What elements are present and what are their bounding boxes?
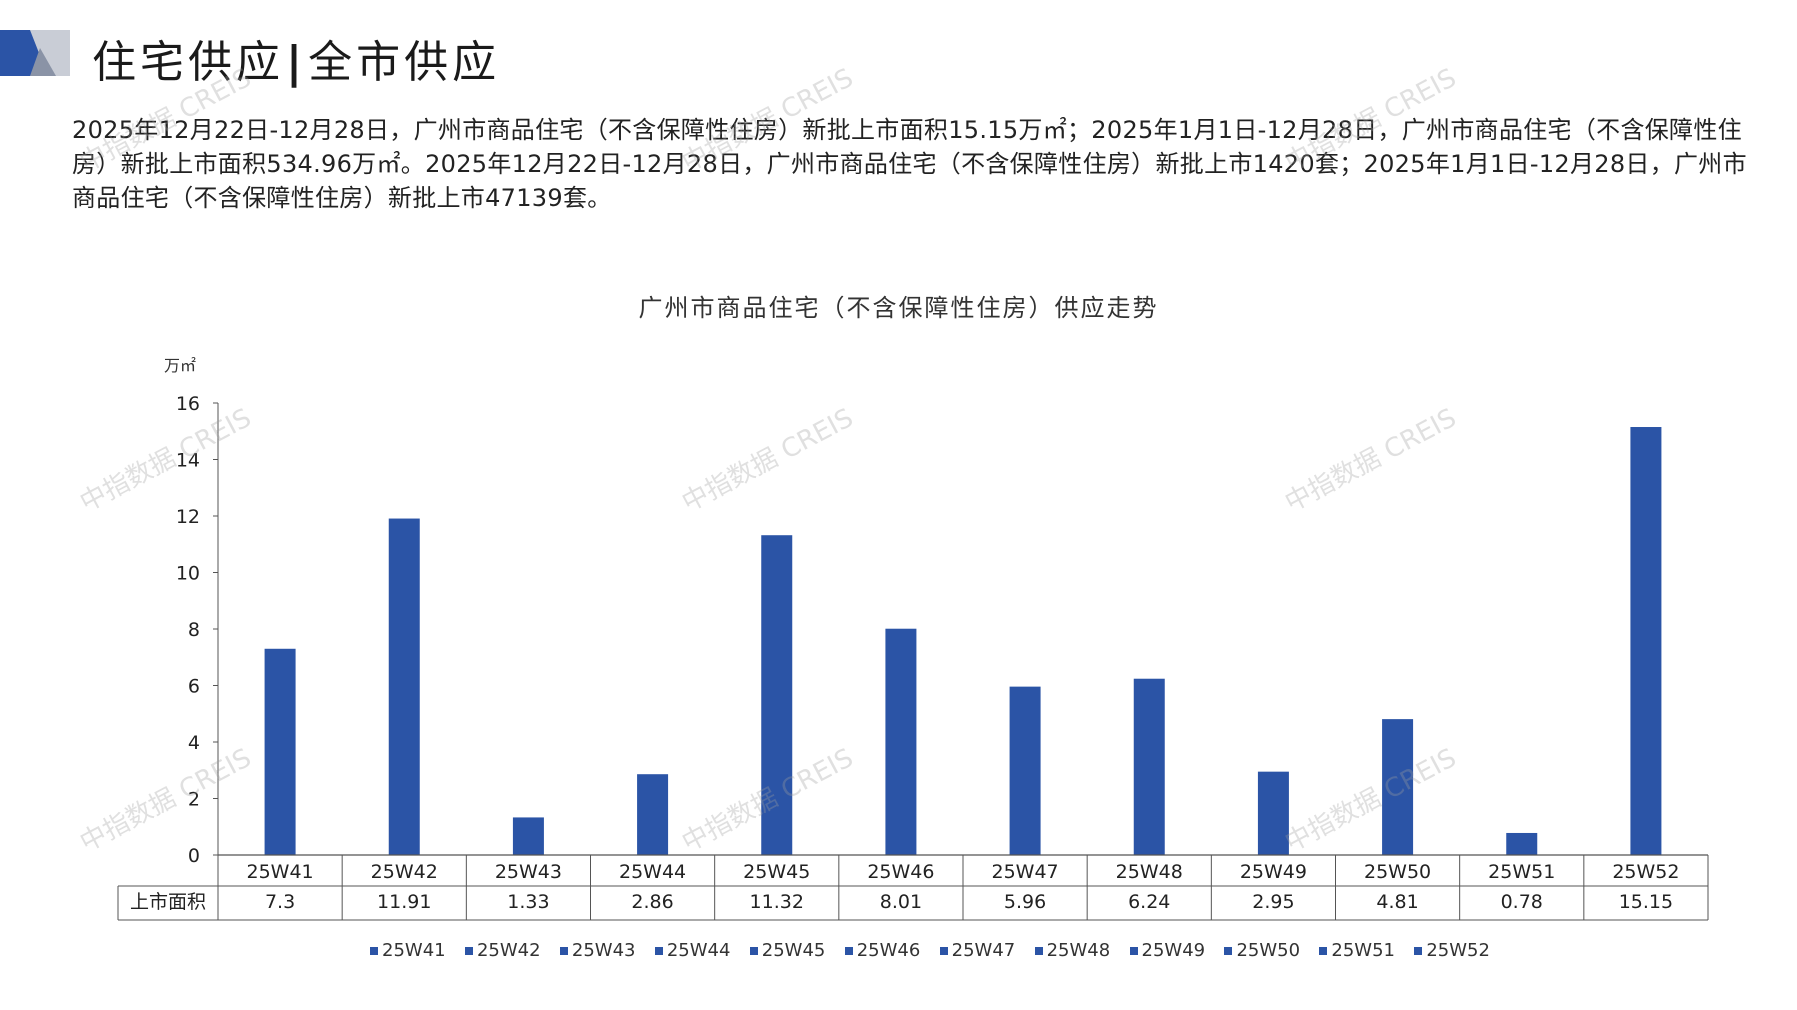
category-label: 25W42 xyxy=(371,861,438,883)
y-tick-label: 16 xyxy=(176,393,200,415)
data-label: 2.86 xyxy=(631,891,673,913)
legend-item: 25W47 xyxy=(939,940,1016,961)
data-label: 6.24 xyxy=(1128,891,1170,913)
y-tick-label: 4 xyxy=(188,732,200,754)
legend-swatch xyxy=(654,946,663,955)
legend-label: 25W49 xyxy=(1141,940,1206,961)
legend-swatch xyxy=(370,946,378,955)
y-tick-label: 12 xyxy=(176,506,200,528)
legend-swatch xyxy=(1319,946,1328,955)
legend-label: 25W46 xyxy=(856,940,921,961)
y-tick-label: 8 xyxy=(188,619,200,641)
y-axis-unit: 万㎡ xyxy=(164,356,197,375)
legend-label: 25W41 xyxy=(382,940,446,961)
data-label: 0.78 xyxy=(1501,891,1543,913)
data-label: 15.15 xyxy=(1619,891,1673,913)
summary-text: 2025年12月22日-12月28日，广州市商品住宅（不含保障性住房）新批上市面… xyxy=(72,116,1747,212)
category-label: 25W43 xyxy=(495,861,562,883)
category-label: 25W41 xyxy=(247,861,314,883)
legend-label: 25W51 xyxy=(1331,940,1395,961)
legend-swatch xyxy=(1224,946,1233,955)
bar-25W49 xyxy=(1257,771,1289,855)
data-label: 8.01 xyxy=(880,891,922,913)
category-label: 25W51 xyxy=(1488,861,1555,883)
legend-item: 25W42 xyxy=(464,940,541,961)
legend-item: 25W41 xyxy=(370,940,446,961)
legend-label: 25W43 xyxy=(571,940,636,961)
category-label: 25W45 xyxy=(743,861,810,883)
legend-item: 25W44 xyxy=(654,940,731,961)
category-label: 25W47 xyxy=(992,861,1059,883)
category-label: 25W50 xyxy=(1364,861,1431,883)
data-label: 4.81 xyxy=(1376,891,1418,913)
bar-25W44 xyxy=(637,774,669,855)
y-tick-label: 0 xyxy=(188,845,200,867)
data-label: 11.91 xyxy=(377,891,431,913)
legend-item: 25W46 xyxy=(844,940,921,961)
bar-25W52 xyxy=(1630,427,1662,855)
data-label: 7.3 xyxy=(265,891,295,913)
chart-title: 广州市商品住宅（不含保障性住房）供应走势 xyxy=(638,294,1159,322)
legend-swatch xyxy=(939,946,948,955)
legend-item: 25W43 xyxy=(559,940,636,961)
bar-25W50 xyxy=(1382,719,1414,855)
legend-label: 25W44 xyxy=(666,940,731,961)
page-title-right: 全市供应 xyxy=(308,37,501,88)
chart-legend: 25W41 25W42 25W43 25W44 25W45 25W46 25W47 25W48… xyxy=(370,940,1490,961)
category-label: 25W46 xyxy=(867,861,934,883)
category-label: 25W52 xyxy=(1612,861,1679,883)
bar-25W45 xyxy=(761,535,793,855)
page-title-left: 住宅供应 xyxy=(92,37,284,88)
legend-item: 25W52 xyxy=(1414,940,1490,961)
title-separator: | xyxy=(286,37,307,88)
legend-swatch xyxy=(559,946,568,955)
data-label: 5.96 xyxy=(1004,891,1046,913)
bar-25W51 xyxy=(1506,832,1538,855)
bar-25W46 xyxy=(885,628,917,855)
bar-25W42 xyxy=(388,518,420,855)
legend-label: 25W42 xyxy=(476,940,541,961)
brand-logo-icon xyxy=(0,30,70,76)
legend-label: 25W48 xyxy=(1046,940,1111,961)
legend-swatch xyxy=(464,946,473,955)
category-label: 25W48 xyxy=(1116,861,1183,883)
legend-item: 25W45 xyxy=(749,940,826,961)
legend-item: 25W48 xyxy=(1034,940,1111,961)
y-tick-label: 14 xyxy=(176,450,200,472)
bar-25W43 xyxy=(512,817,544,855)
legend-swatch xyxy=(749,946,758,955)
bar-25W48 xyxy=(1133,678,1165,855)
legend-label: 25W52 xyxy=(1426,940,1490,961)
category-label: 25W44 xyxy=(619,861,686,883)
data-label: 1.33 xyxy=(507,891,549,913)
legend-label: 25W47 xyxy=(951,940,1016,961)
data-label: 2.95 xyxy=(1252,891,1294,913)
page-header: 住宅供应|全市供应 xyxy=(0,18,1797,88)
legend-swatch xyxy=(1129,946,1138,955)
legend-swatch xyxy=(1414,946,1423,955)
bar-25W47 xyxy=(1009,686,1041,855)
bar-25W41 xyxy=(264,648,296,855)
category-label: 25W49 xyxy=(1240,861,1307,883)
y-tick-label: 6 xyxy=(188,676,200,698)
legend-label: 25W50 xyxy=(1236,940,1301,961)
legend-swatch xyxy=(1034,946,1043,955)
page-title: 住宅供应|全市供应 xyxy=(92,26,500,90)
legend-label: 25W45 xyxy=(761,940,826,961)
legend-swatch xyxy=(844,946,853,955)
y-tick-label: 2 xyxy=(188,789,200,811)
table-row-label: 上市面积 xyxy=(130,891,206,913)
legend-item: 25W51 xyxy=(1319,940,1395,961)
legend-item: 25W49 xyxy=(1129,940,1206,961)
data-label: 11.32 xyxy=(750,891,804,913)
legend-item: 25W50 xyxy=(1224,940,1300,961)
y-tick-label: 10 xyxy=(176,563,200,585)
